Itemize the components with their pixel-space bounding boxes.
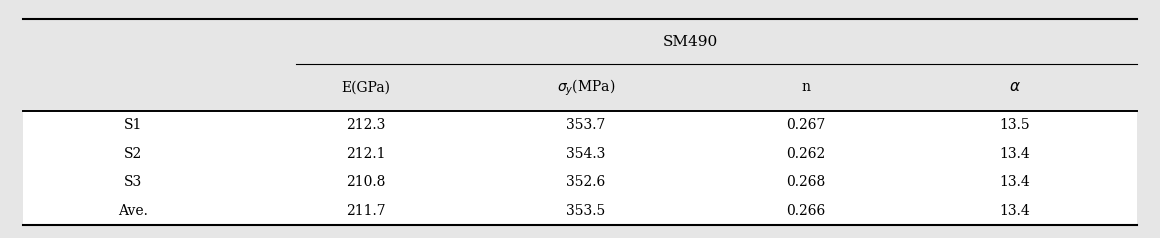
Text: 353.7: 353.7 [566, 118, 606, 132]
Text: 13.4: 13.4 [1000, 204, 1030, 218]
Bar [23, 111, 1137, 225]
Text: 212.1: 212.1 [346, 147, 385, 160]
Text: Ave.: Ave. [118, 204, 148, 218]
Text: 354.3: 354.3 [566, 147, 606, 160]
Text: 13.4: 13.4 [1000, 175, 1030, 189]
Text: 353.5: 353.5 [566, 204, 606, 218]
Text: 352.6: 352.6 [566, 175, 606, 189]
Text: 210.8: 210.8 [346, 175, 385, 189]
Text: 13.5: 13.5 [1000, 118, 1030, 132]
Text: 212.3: 212.3 [346, 118, 385, 132]
Text: SM490: SM490 [662, 35, 718, 49]
Text: $\alpha$: $\alpha$ [1009, 80, 1021, 94]
Text: 0.262: 0.262 [786, 147, 826, 160]
Text: n: n [802, 80, 811, 94]
Text: S3: S3 [124, 175, 143, 189]
Text: 0.267: 0.267 [786, 118, 826, 132]
Text: S1: S1 [124, 118, 143, 132]
Text: 211.7: 211.7 [346, 204, 385, 218]
Text: S2: S2 [124, 147, 143, 160]
Text: E(GPa): E(GPa) [341, 80, 390, 94]
Text: 0.268: 0.268 [786, 175, 826, 189]
Text: 13.4: 13.4 [1000, 147, 1030, 160]
Text: 0.266: 0.266 [786, 204, 826, 218]
Text: $\sigma_y$(MPa): $\sigma_y$(MPa) [557, 77, 615, 98]
